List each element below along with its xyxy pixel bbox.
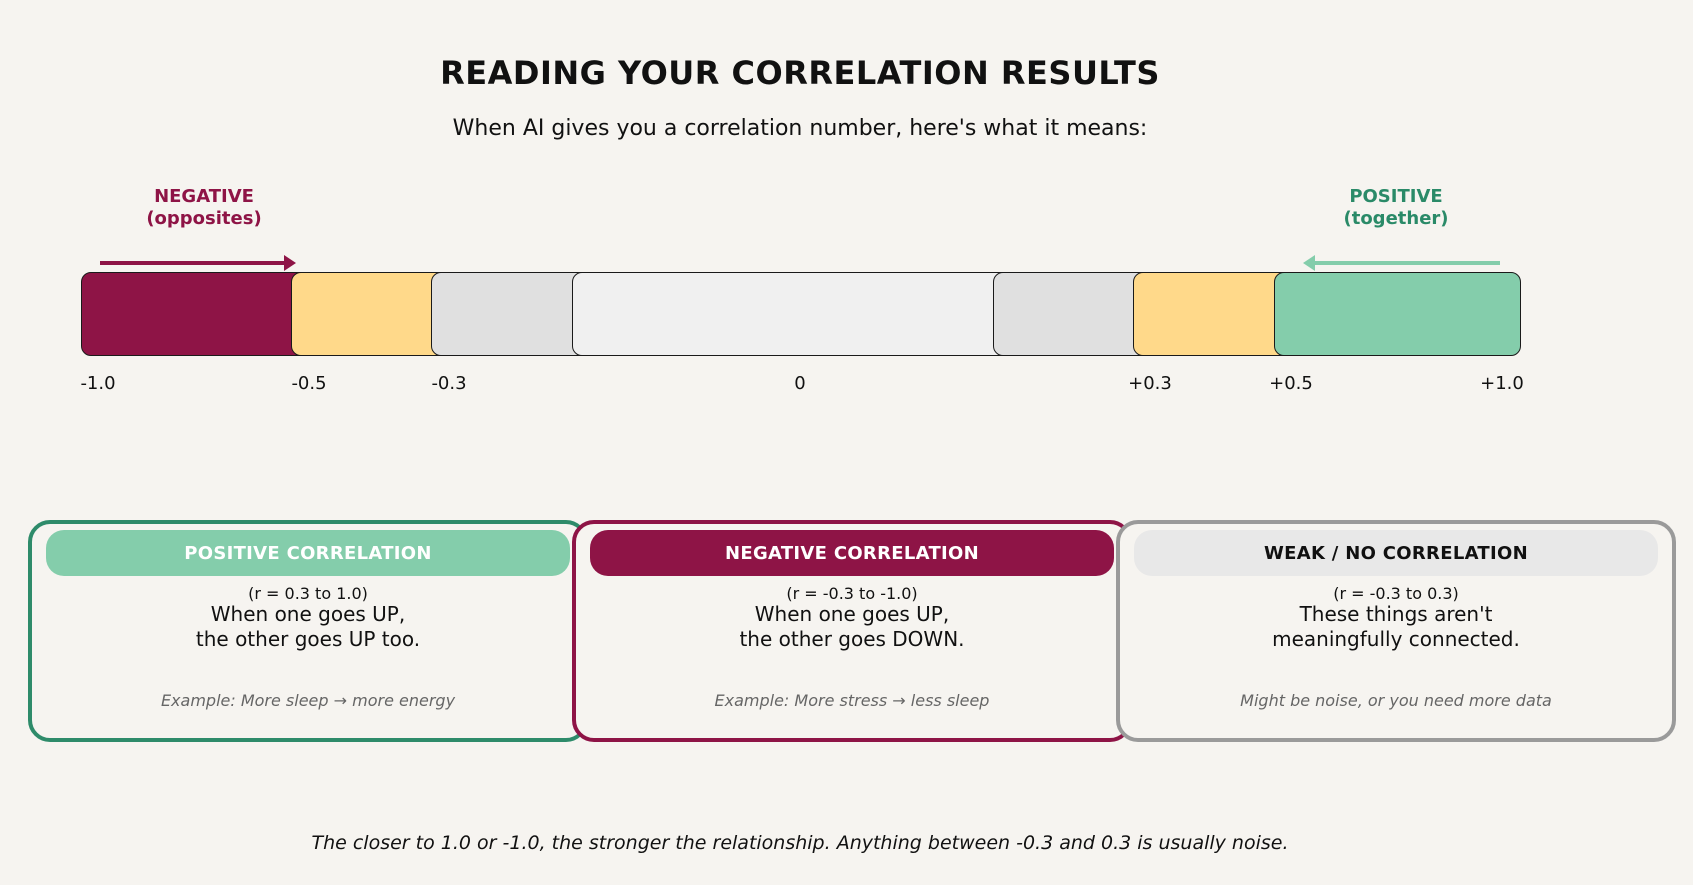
card-example: Example: More sleep → more energy [160, 691, 456, 710]
card-description-line: the other goes UP too. [195, 627, 421, 651]
negative-correlation-card: NEGATIVE CORRELATION (r = -0.3 to -1.0) … [572, 520, 1132, 742]
card-range: (r = -0.3 to -1.0) [786, 584, 918, 603]
card-description-line: When one goes UP, [210, 602, 406, 626]
card-range: (r = -0.3 to 0.3) [1333, 584, 1459, 603]
card-example: Example: More stress → less sleep [714, 691, 990, 710]
negative-direction-label: NEGATIVE (opposites) [104, 186, 304, 230]
scale-segment-none [572, 272, 1022, 356]
card-heading: WEAK / NO CORRELATION [1134, 530, 1658, 576]
positive-arrow-icon [1303, 255, 1500, 271]
card-heading: NEGATIVE CORRELATION [590, 530, 1114, 576]
card-example: Might be noise, or you need more data [1240, 691, 1552, 710]
page-title: READING YOUR CORRELATION RESULTS [440, 54, 1160, 92]
page-subtitle: When AI gives you a correlation number, … [452, 116, 1148, 141]
card-description-line: the other goes DOWN. [739, 627, 965, 651]
negative-label-line1: NEGATIVE [154, 186, 254, 207]
scale-segment-weak-negative [431, 272, 597, 356]
tick-label: -0.5 [291, 373, 327, 394]
weak-correlation-card: WEAK / NO CORRELATION (r = -0.3 to 0.3) … [1116, 520, 1676, 742]
scale-segment-moderate-negative [291, 272, 457, 356]
card-description-line: When one goes UP, [754, 602, 950, 626]
scale-segment-weak-positive [993, 272, 1159, 356]
footer-note: The closer to 1.0 or -1.0, the stronger … [311, 832, 1289, 854]
card-description-line: meaningfully connected. [1272, 627, 1520, 651]
scale-segment-moderate-positive [1133, 272, 1299, 356]
card-description: When one goes UP, the other goes DOWN. [576, 602, 1128, 652]
positive-correlation-card: POSITIVE CORRELATION (r = 0.3 to 1.0) Wh… [28, 520, 588, 742]
scale-segment-strong-positive [1274, 272, 1521, 356]
card-description-line: These things aren't [1299, 602, 1493, 626]
tick-label: +1.0 [1480, 373, 1524, 394]
negative-label-line2: (opposites) [146, 208, 262, 229]
tick-label: +0.5 [1269, 373, 1313, 394]
tick-label: -0.3 [431, 373, 467, 394]
card-description: When one goes UP, the other goes UP too. [32, 602, 584, 652]
card-range: (r = 0.3 to 1.0) [248, 584, 368, 603]
card-description: These things aren't meaningfully connect… [1120, 602, 1672, 652]
card-heading: POSITIVE CORRELATION [46, 530, 570, 576]
positive-direction-label: POSITIVE (together) [1296, 186, 1496, 230]
positive-label-line2: (together) [1343, 208, 1449, 229]
tick-label: +0.3 [1128, 373, 1172, 394]
tick-label: -1.0 [80, 373, 116, 394]
scale-segment-strong-negative [81, 272, 317, 356]
positive-label-line1: POSITIVE [1349, 186, 1443, 207]
negative-arrow-icon [100, 255, 296, 271]
tick-label: 0 [794, 373, 806, 394]
